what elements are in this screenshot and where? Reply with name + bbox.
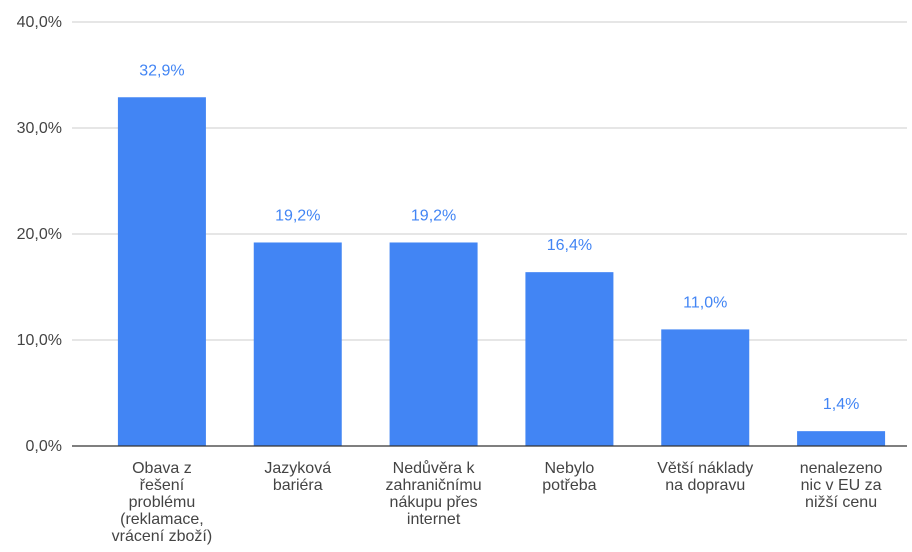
category-label-line: zahraničnímu bbox=[386, 477, 482, 494]
data-label: 19,2% bbox=[411, 207, 456, 224]
category-label-line: nižší cenu bbox=[805, 494, 877, 511]
y-tick-label: 10,0% bbox=[17, 332, 62, 349]
bar bbox=[797, 431, 886, 446]
data-label: 19,2% bbox=[275, 207, 320, 224]
category-label-line: Obava z bbox=[132, 460, 192, 477]
category-label-line: bariéra bbox=[273, 477, 323, 494]
category-label-line: Jazyková bbox=[264, 460, 331, 477]
category-label: nenalezeno nic v EU za nižší cenu bbox=[800, 460, 883, 511]
bar bbox=[253, 242, 342, 446]
category-label: Větší náklady na dopravu bbox=[657, 460, 753, 494]
data-label: 16,4% bbox=[547, 237, 592, 254]
category-label-line: řešení bbox=[140, 477, 185, 494]
category-label-line: na dopravu bbox=[665, 477, 745, 494]
data-labels: 32,9% 19,2% 19,2% 16,4% 11,0% 1,4% bbox=[139, 62, 859, 413]
bar bbox=[525, 272, 614, 446]
category-label: Jazyková bariéra bbox=[264, 460, 331, 494]
category-labels: Obava z řešení problému (reklamace, vrácení … bbox=[112, 459, 883, 545]
category-label-line: potřeba bbox=[542, 477, 596, 494]
bar bbox=[117, 97, 206, 446]
category-label-line: problému bbox=[129, 494, 196, 511]
y-tick-label: 0,0% bbox=[26, 438, 62, 455]
category-label-line: nákupu přes bbox=[390, 494, 478, 511]
category-label-line: Větší náklady bbox=[657, 460, 753, 477]
category-label-line: (reklamace, bbox=[120, 511, 204, 528]
y-tick-label: 40,0% bbox=[17, 14, 62, 31]
category-label: Nedůvěra k zahraničnímu nákupu přes interne… bbox=[386, 459, 482, 528]
category-label-line: internet bbox=[407, 511, 461, 528]
category-label-line: vrácení zboží) bbox=[112, 528, 212, 545]
category-label: Obava z řešení problému (reklamace, vrácení … bbox=[112, 460, 212, 545]
bar bbox=[389, 242, 478, 446]
category-label: Nebylo potřeba bbox=[542, 460, 596, 494]
y-axis-tick-labels: 0,0% 10,0% 20,0% 30,0% 40,0% bbox=[17, 14, 62, 455]
category-label-line: Nedůvěra k bbox=[393, 459, 476, 477]
category-label-line: nic v EU za bbox=[801, 477, 882, 494]
data-label: 1,4% bbox=[823, 396, 859, 413]
y-tick-label: 30,0% bbox=[17, 120, 62, 137]
category-label-line: Nebylo bbox=[545, 460, 595, 477]
category-label-line: nenalezeno bbox=[800, 460, 883, 477]
data-label: 11,0% bbox=[683, 294, 727, 311]
y-tick-label: 20,0% bbox=[17, 226, 62, 243]
data-label: 32,9% bbox=[139, 62, 184, 79]
bars bbox=[117, 97, 886, 446]
gridlines bbox=[72, 21, 907, 341]
bar bbox=[661, 329, 750, 446]
